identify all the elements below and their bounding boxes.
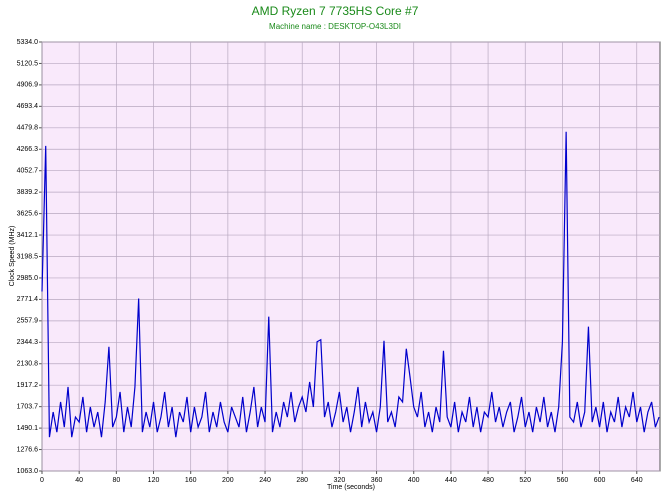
y-tick-label: 2344.3 <box>17 339 39 346</box>
y-tick-label: 4052.7 <box>17 168 39 175</box>
x-tick-label: 0 <box>40 477 44 484</box>
x-tick-label: 200 <box>222 477 234 484</box>
x-tick-label: 400 <box>408 477 420 484</box>
y-tick-label: 1490.1 <box>17 425 39 432</box>
y-tick-label: 4693.4 <box>17 103 39 110</box>
y-tick-label: 5334.0 <box>17 39 39 46</box>
y-tick-label: 1276.6 <box>17 446 39 453</box>
x-tick-label: 120 <box>148 477 160 484</box>
y-tick-label: 2130.8 <box>17 361 39 368</box>
x-axis-label: Time (seconds) <box>327 484 375 491</box>
x-tick-label: 520 <box>519 477 531 484</box>
chart-subtitle: Machine name : DESKTOP-O43L3DI <box>269 22 401 31</box>
chart-title: AMD Ryzen 7 7735HS Core #7 <box>252 4 419 18</box>
x-tick-label: 560 <box>557 477 569 484</box>
y-tick-label: 3839.2 <box>17 189 39 196</box>
x-tick-label: 280 <box>296 477 308 484</box>
y-axis-label: Clock Speed (MHz) <box>9 226 16 287</box>
y-tick-label: 4266.3 <box>17 146 39 153</box>
y-tick-label: 5120.5 <box>17 60 39 67</box>
x-tick-label: 640 <box>631 477 643 484</box>
y-tick-label: 4479.8 <box>17 125 39 132</box>
x-tick-label: 320 <box>334 477 346 484</box>
x-tick-label: 440 <box>445 477 457 484</box>
y-tick-label: 2557.9 <box>17 318 39 325</box>
x-tick-label: 600 <box>594 477 606 484</box>
y-tick-label: 1917.2 <box>17 382 39 389</box>
y-tick-label: 3412.1 <box>17 232 39 239</box>
x-tick-label: 80 <box>112 477 120 484</box>
y-tick-label: 3625.6 <box>17 210 39 217</box>
y-tick-label: 1703.7 <box>17 403 39 410</box>
y-tick-label: 4906.9 <box>17 82 39 89</box>
data-line <box>41 131 660 438</box>
x-tick-label: 480 <box>482 477 494 484</box>
y-tick-label: 2771.4 <box>17 296 39 303</box>
x-tick-label: 40 <box>75 477 83 484</box>
x-tick-label: 360 <box>371 477 383 484</box>
y-tick-label: 3198.5 <box>17 253 39 260</box>
x-tick-label: 160 <box>185 477 197 484</box>
x-tick-label: 240 <box>259 477 271 484</box>
y-tick-label: 1063.0 <box>17 468 39 475</box>
y-tick-label: 2985.0 <box>17 275 39 282</box>
